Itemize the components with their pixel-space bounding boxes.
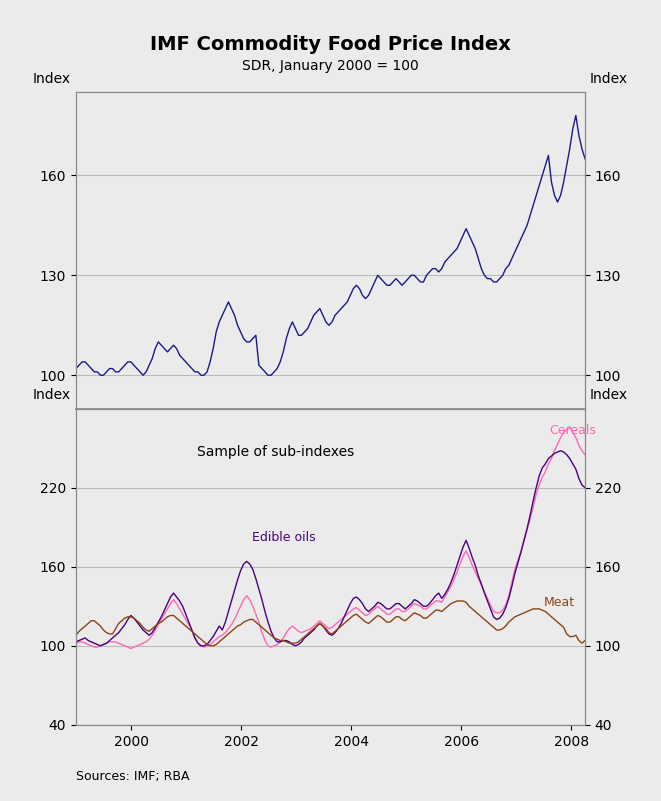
Text: Edible oils: Edible oils [252,531,316,544]
Text: Sources: IMF; RBA: Sources: IMF; RBA [76,771,190,783]
Text: Index: Index [590,388,628,402]
Text: Cereals: Cereals [549,425,596,437]
Text: Sample of sub-indexes: Sample of sub-indexes [197,445,354,459]
Text: Meat: Meat [544,596,575,609]
Text: Index: Index [33,72,71,86]
Text: Index: Index [590,72,628,86]
Text: IMF Commodity Food Price Index: IMF Commodity Food Price Index [150,34,511,54]
Text: Index: Index [33,388,71,402]
Text: SDR, January 2000 = 100: SDR, January 2000 = 100 [242,58,419,73]
